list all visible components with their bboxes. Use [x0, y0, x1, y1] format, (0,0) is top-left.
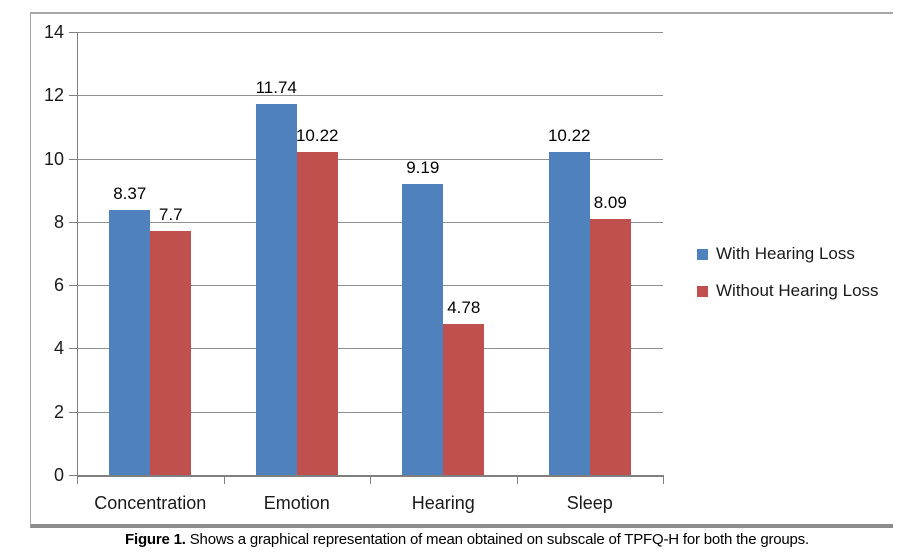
x-category-label: Emotion — [263, 493, 330, 513]
x-axis-tick — [663, 477, 664, 484]
bar-value-label: 8.37 — [113, 184, 147, 204]
gridline — [77, 32, 663, 33]
gridline — [77, 95, 663, 97]
chart-legend: With Hearing Loss Without Hearing Loss — [697, 243, 879, 317]
bar-with-hearing-loss-concentration — [109, 210, 151, 475]
y-axis-tick — [69, 411, 77, 413]
legend-label: Without Hearing Loss — [716, 281, 879, 300]
x-category-label: Sleep — [566, 493, 613, 513]
legend-label: With Hearing Loss — [716, 244, 855, 263]
x-category-label: Concentration — [94, 493, 207, 513]
gridline — [77, 285, 663, 287]
bar-with-hearing-loss-sleep — [548, 151, 590, 475]
y-tick-label: 0 — [53, 465, 64, 485]
x-axis-line — [77, 475, 664, 477]
x-axis-tick — [370, 477, 371, 484]
figure-caption-text: Shows a graphical representation of mean… — [189, 531, 809, 548]
figure-caption-label: Figure 1. — [125, 531, 186, 548]
y-axis-tick — [69, 221, 77, 223]
y-tick-label: 12 — [43, 85, 64, 106]
bar-value-label: 11.74 — [255, 77, 297, 97]
figure-caption: Figure 1. Shows a graphical representatio… — [30, 530, 904, 550]
bar-without-hearing-loss-emotion — [296, 151, 338, 475]
legend-swatch-with-hearing-loss — [697, 248, 708, 260]
bar-with-hearing-loss-hearing — [402, 184, 444, 475]
y-axis-tick — [69, 475, 77, 476]
y-axis-tick — [69, 32, 77, 33]
plot-area: 0 2 4 6 8 10 12 14 Concentration 8.37 7.7 Emotion 11… — [31, 14, 893, 524]
bar-value-label: 8.09 — [593, 193, 627, 212]
bar-value-label: 10.22 — [547, 125, 591, 145]
bar-value-label: 10.22 — [295, 125, 339, 145]
x-axis-tick — [516, 477, 518, 484]
y-axis-tick — [69, 285, 77, 287]
y-axis-tick — [69, 348, 77, 350]
bar-without-hearing-loss-sleep — [589, 219, 631, 475]
bar-with-hearing-loss-emotion — [255, 103, 297, 475]
gridline — [77, 348, 663, 350]
bar-without-hearing-loss-hearing — [443, 323, 485, 475]
y-tick-label: 6 — [53, 275, 64, 296]
y-tick-label: 8 — [53, 211, 64, 232]
bar-without-hearing-loss-concentration — [150, 231, 192, 475]
x-axis-tick — [77, 477, 78, 484]
legend-swatch-without-hearing-loss — [697, 285, 708, 297]
legend-item-without-hearing-loss: Without Hearing Loss — [697, 280, 879, 302]
y-tick-label: 14 — [43, 22, 64, 42]
y-axis-tick — [69, 158, 77, 160]
y-axis-tick — [69, 95, 77, 97]
x-axis-tick — [223, 477, 225, 484]
legend-item-with-hearing-loss: With Hearing Loss — [697, 243, 879, 265]
y-axis-line — [77, 32, 78, 475]
bar-value-label: 9.19 — [406, 158, 440, 178]
gridline — [77, 411, 663, 413]
gridline — [77, 158, 663, 160]
bar-value-label: 4.78 — [447, 297, 481, 317]
gridline — [77, 221, 663, 223]
y-tick-label: 4 — [53, 338, 64, 359]
bar-value-label: 7.7 — [158, 205, 183, 225]
y-tick-label: 2 — [53, 401, 64, 422]
x-category-label: Hearing — [411, 493, 475, 513]
bar-chart-figure: 0 2 4 6 8 10 12 14 Concentration 8.37 7.7 Emotion 11… — [30, 12, 893, 528]
y-tick-label: 10 — [43, 148, 64, 169]
